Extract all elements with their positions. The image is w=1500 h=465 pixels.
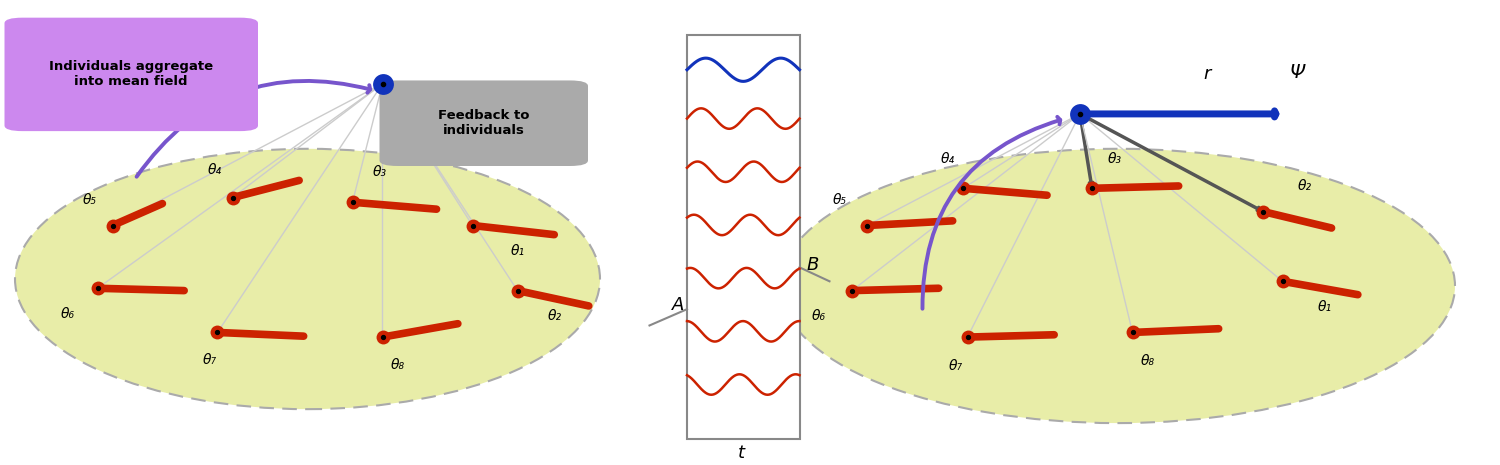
Text: B: B — [807, 256, 819, 274]
Text: Feedback to
individuals: Feedback to individuals — [438, 109, 530, 137]
Text: θ₁: θ₁ — [510, 244, 525, 258]
Text: θ₃: θ₃ — [1107, 153, 1122, 166]
Text: θ₁: θ₁ — [1317, 300, 1332, 314]
Text: θ₄: θ₄ — [940, 153, 956, 166]
Ellipse shape — [780, 149, 1455, 423]
Text: θ₂: θ₂ — [1298, 179, 1312, 193]
Text: θ₇: θ₇ — [202, 353, 217, 367]
Text: θ₈: θ₈ — [1140, 354, 1155, 368]
Text: θ₅: θ₅ — [82, 193, 98, 207]
FancyBboxPatch shape — [4, 18, 258, 131]
Text: r: r — [1204, 66, 1210, 83]
Text: θ₇: θ₇ — [948, 359, 963, 373]
Text: Individuals aggregate
into mean field: Individuals aggregate into mean field — [50, 60, 213, 88]
Text: θ₂: θ₂ — [548, 309, 562, 323]
FancyBboxPatch shape — [687, 35, 800, 439]
Text: Ψ: Ψ — [1290, 63, 1305, 81]
Text: θ₆: θ₆ — [812, 309, 826, 323]
FancyBboxPatch shape — [380, 80, 588, 166]
Text: t: t — [738, 445, 744, 462]
Text: θ₅: θ₅ — [833, 193, 848, 207]
Ellipse shape — [15, 149, 600, 409]
Text: θ₃: θ₃ — [372, 165, 387, 179]
Text: θ₆: θ₆ — [60, 307, 75, 321]
Text: A: A — [672, 296, 684, 313]
Text: θ₄: θ₄ — [207, 163, 222, 177]
Text: θ₈: θ₈ — [390, 358, 405, 372]
